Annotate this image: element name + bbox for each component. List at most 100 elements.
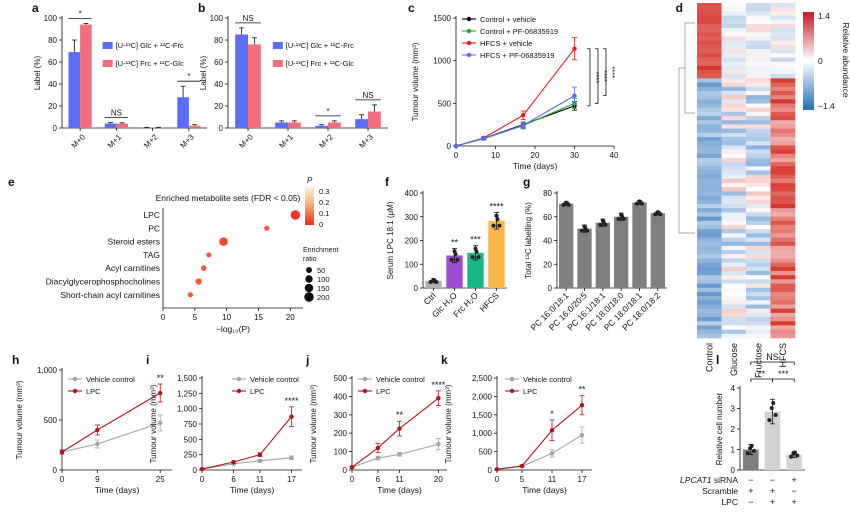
f-x-tick-label: HFCS — [477, 290, 501, 314]
a-y-tick-label: 40 — [48, 80, 57, 89]
d-heatmap-cell — [746, 254, 771, 259]
j-legend-label: Vehicle control — [376, 375, 425, 384]
d-heatmap-cell — [721, 233, 747, 238]
h-x-label: Time (days) — [95, 485, 140, 495]
k-point-0-3 — [579, 432, 585, 438]
e-size-label: 100 — [317, 275, 330, 284]
c-legend-marker — [466, 16, 472, 22]
d-heatmap-cell — [770, 187, 796, 192]
e-p-tick-label: 0.3 — [319, 187, 329, 196]
c-x-tick-label: 10 — [491, 151, 500, 160]
l-y-tick-label: 0 — [731, 466, 736, 475]
d-heatmap-cell — [721, 40, 747, 46]
i-x-tick-label: 17 — [287, 475, 296, 484]
d-heatmap-cell — [770, 74, 796, 79]
d-heatmap-cell — [770, 287, 796, 293]
i-point-0-3 — [289, 455, 294, 460]
d-heatmap-cell — [721, 254, 747, 259]
d-heatmap-cell — [746, 61, 771, 67]
l-sig-label: NS — [766, 352, 779, 362]
c-y-tick-label: 1500 — [433, 14, 451, 23]
d-heatmap-cell — [721, 291, 747, 297]
j-series-line-1 — [351, 397, 439, 468]
i-point-1-2 — [257, 452, 263, 457]
e-x-tick-label: 5 — [193, 313, 198, 322]
d-heatmap-cell — [770, 137, 796, 142]
f-data-dot — [449, 257, 454, 262]
l-data-dot — [789, 454, 794, 459]
d-colorbar-title: Relative abundance — [841, 22, 850, 97]
d-heatmap-cell — [721, 166, 747, 171]
d-heatmap-cell — [746, 65, 771, 71]
e-legend-p-title: P — [307, 176, 313, 185]
d-heatmap-cell — [746, 325, 771, 330]
c-point-3-1 — [481, 136, 486, 141]
d-heatmap-cell — [697, 3, 722, 8]
f-data-dot — [455, 257, 460, 262]
d-heatmap-cell — [697, 212, 722, 217]
c-x-tick-label: 20 — [531, 151, 540, 160]
a-panel-label: a — [32, 1, 39, 15]
d-heatmap-cell — [697, 137, 722, 142]
f-data-dot — [491, 223, 496, 228]
d-heatmap-cell — [746, 141, 771, 146]
d-panel-label: d — [676, 1, 683, 15]
d-heatmap-cell — [721, 216, 747, 222]
l-row-label: Scramble — [702, 486, 738, 496]
d-heatmap-cell — [746, 53, 771, 58]
d-heatmap-cell — [697, 308, 722, 314]
g-data-dot — [616, 216, 621, 221]
g-bar-1 — [577, 228, 592, 288]
d-heatmap-cell — [770, 162, 796, 167]
d-heatmap-cell — [721, 271, 747, 276]
d-heatmap-cell — [721, 7, 747, 12]
d-heatmap-cell — [721, 120, 747, 125]
i-panel-label: i — [146, 353, 149, 367]
d-heatmap-cell — [721, 61, 747, 67]
h-point-1-1 — [95, 427, 100, 433]
c-point-3-2 — [520, 123, 526, 128]
d-heatmap-cell — [746, 137, 771, 142]
l-data-dot — [769, 406, 774, 411]
i-y-label: Tumour volume (mm³) — [149, 384, 158, 463]
d-heatmap-cell — [770, 107, 796, 113]
d-heatmap-cell — [770, 99, 796, 104]
i-y-tick-label: 1,500 — [177, 374, 198, 383]
e-x-tick-label: 20 — [286, 313, 295, 322]
d-heatmap-cell — [746, 275, 771, 280]
d-heatmap-cell — [746, 70, 771, 75]
d-heatmap-cell — [746, 229, 771, 234]
g-y-tick-label: 20 — [543, 260, 552, 269]
g-data-dot — [638, 200, 643, 205]
d-heatmap-cell — [746, 107, 771, 113]
d-heatmap-cell — [721, 237, 747, 242]
d-heatmap-cell — [746, 212, 771, 217]
d-heatmap-cell — [721, 304, 747, 309]
d-heatmap-cell — [770, 304, 796, 309]
d-heatmap-cell — [697, 229, 722, 234]
d-heatmap-cell — [697, 279, 722, 284]
b-panel-label: b — [198, 1, 205, 15]
l-data-dot — [771, 400, 776, 405]
l-table-cell: + — [792, 497, 797, 507]
c-sig-label: **** — [600, 70, 609, 82]
d-heatmap-cell — [721, 49, 747, 54]
e-size-label: 200 — [317, 293, 330, 302]
c-y-label: Tumour volume (mm³) — [411, 42, 420, 121]
d-heatmap-cell — [721, 329, 747, 335]
f-x-tick-label: Ctrl — [421, 290, 437, 306]
k-y-tick-label: 1,000 — [472, 429, 493, 438]
k-y-tick-label: 2,000 — [472, 392, 493, 401]
c-sig-bracket — [603, 48, 607, 97]
d-heatmap-cell — [746, 208, 771, 213]
d-heatmap-cell — [697, 262, 722, 268]
d-heatmap-cell — [697, 103, 722, 108]
i-point-1-3 — [289, 414, 294, 419]
b-y-tick-label: 40 — [214, 80, 223, 89]
d-colorbar-tick-label: −1.4 — [818, 101, 835, 111]
b-legend-swatch — [272, 60, 283, 67]
c-sig-label: **** — [608, 66, 617, 78]
d-heatmap-cell — [697, 53, 722, 58]
d-heatmap-cell — [721, 15, 747, 21]
l-y-tick-label: 3 — [731, 405, 736, 414]
